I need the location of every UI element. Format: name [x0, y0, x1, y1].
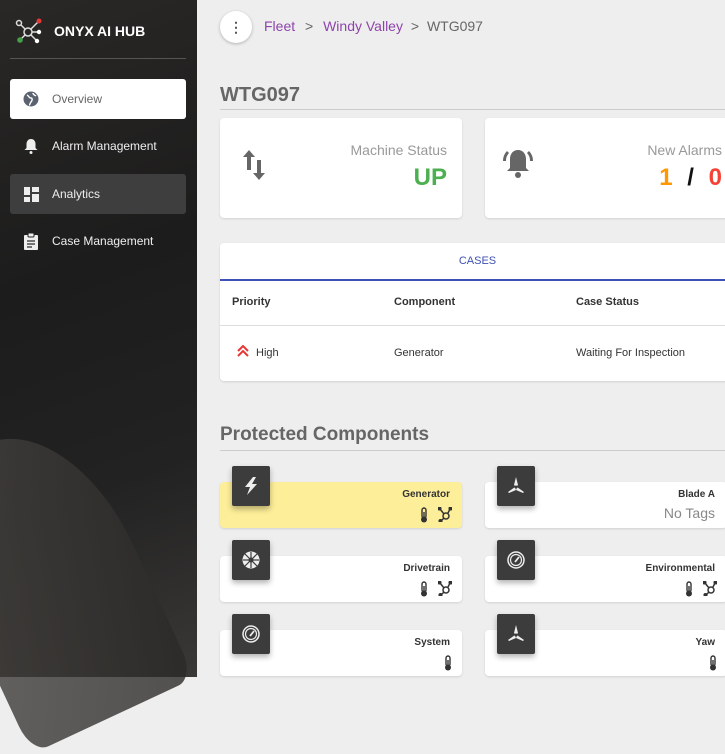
new-alarms-count: 1 — [659, 164, 673, 191]
component-name: Environmental — [645, 563, 715, 574]
machine-status-card: Machine Status UP — [220, 118, 462, 218]
breadcrumb: Fleet > Windy Valley > WTG097 — [264, 18, 483, 34]
title-divider — [220, 109, 725, 110]
component-name: Blade A — [678, 489, 715, 500]
component-name: Generator — [402, 489, 450, 500]
component-tags — [420, 506, 453, 528]
sidebar-item-label: Overview — [52, 92, 103, 106]
bell-icon — [10, 138, 52, 154]
column-header-case-status[interactable]: Case Status — [576, 296, 639, 308]
sidebar-item-label: Case Management — [52, 234, 154, 248]
turbine-icon — [497, 466, 535, 506]
background-turbine-blade — [0, 406, 195, 754]
app-title: ONYX AI HUB — [54, 23, 146, 39]
column-header-component[interactable]: Component — [394, 296, 456, 308]
breadcrumb-current: WTG097 — [426, 18, 483, 34]
case-status-cell: Waiting For Inspection — [576, 347, 686, 359]
new-alarms-card: New Alarms 1 / 0 — [485, 118, 725, 218]
dashboard-icon — [10, 186, 52, 202]
sidebar-item-alarm-management[interactable]: Alarm Management — [10, 126, 186, 166]
app-logo[interactable]: ONYX AI HUB — [14, 16, 145, 46]
gauge-icon — [232, 614, 270, 654]
bell-ringing-icon — [502, 150, 534, 178]
lightning-icon — [232, 466, 270, 506]
network-logo-icon — [15, 18, 42, 44]
more-menu-button[interactable]: ⋮ — [220, 11, 252, 43]
component-name: Yaw — [695, 637, 715, 648]
component-name: System — [414, 637, 450, 648]
breadcrumb-separator: > — [305, 18, 314, 34]
component-tags — [444, 655, 452, 676]
priority-cell: High — [256, 347, 279, 359]
thermometer-icon[interactable] — [444, 655, 452, 676]
network-node-icon[interactable] — [437, 506, 453, 528]
component-name: Drivetrain — [403, 563, 450, 574]
sidebar-item-label: Alarm Management — [52, 139, 157, 153]
tab-cases[interactable]: CASES — [220, 243, 725, 281]
page-title: WTG097 — [220, 84, 301, 106]
column-header-priority[interactable]: Priority — [232, 296, 271, 308]
gear-wheel-icon — [232, 540, 270, 580]
globe-icon — [10, 91, 52, 107]
alarms-separator: / — [687, 164, 694, 191]
no-tags-label: No Tags — [663, 505, 715, 521]
sidebar-item-analytics[interactable]: Analytics — [10, 174, 186, 214]
network-node-icon[interactable] — [437, 580, 453, 602]
component-tags — [709, 655, 717, 676]
thermometer-icon[interactable] — [685, 581, 693, 602]
component-tags — [685, 580, 718, 602]
gauge-icon — [497, 540, 535, 580]
breadcrumb-fleet[interactable]: Fleet — [264, 18, 296, 34]
sidebar: ONYX AI HUB Overview Alarm Management An… — [0, 0, 197, 754]
section-divider — [220, 450, 725, 451]
sidebar-item-overview[interactable]: Overview — [10, 79, 186, 119]
main-content: ⋮ Fleet > Windy Valley > WTG097 WTG097 M… — [197, 0, 725, 677]
breadcrumb-separator: > — [410, 18, 420, 34]
sidebar-divider — [10, 58, 186, 59]
new-alarms-value: 1 / 0 — [659, 164, 722, 192]
sidebar-item-label: Analytics — [52, 187, 101, 201]
machine-status-value: UP — [413, 164, 447, 191]
thermometer-icon[interactable] — [709, 655, 717, 676]
row-divider — [220, 325, 725, 326]
thermometer-icon[interactable] — [420, 581, 428, 602]
breadcrumb-windy-valley[interactable]: Windy Valley — [323, 18, 403, 34]
sidebar-item-case-management[interactable]: Case Management — [10, 221, 186, 261]
new-alarms-label: New Alarms — [647, 142, 722, 158]
clipboard-icon — [10, 232, 52, 250]
machine-status-label: Machine Status — [350, 142, 448, 158]
component-tags — [420, 580, 453, 602]
thermometer-icon[interactable] — [420, 507, 428, 528]
network-node-icon[interactable] — [702, 580, 718, 602]
swap-vertical-icon — [243, 150, 265, 180]
turbine-icon — [497, 614, 535, 654]
priority-high-chevrons-icon — [237, 345, 249, 357]
cases-card: CASES Priority Component Case Status Hig… — [220, 243, 725, 381]
protected-components-title: Protected Components — [220, 424, 430, 445]
component-cell: Generator — [394, 347, 444, 359]
other-alarms-count: 0 — [708, 164, 722, 191]
